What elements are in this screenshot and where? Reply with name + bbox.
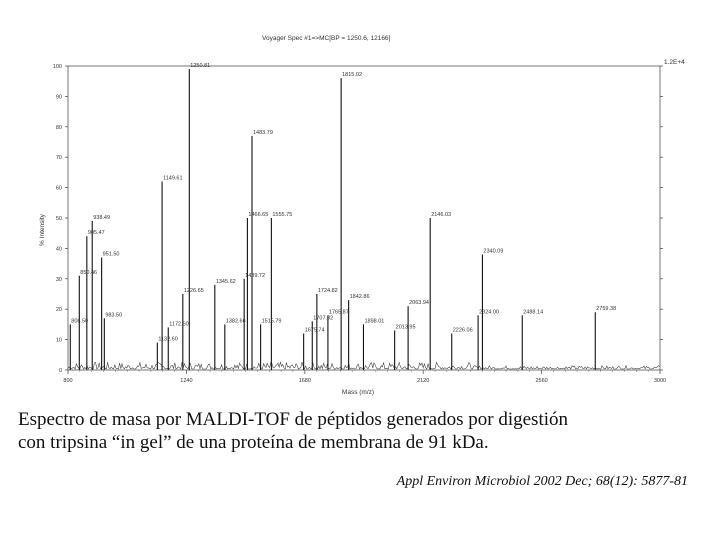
axes-group: 0 10 20 30 40 50 60 70 80 90 100 800 1240 1680 2120 256… [53,64,666,384]
peak-label: 2759.38 [596,306,616,312]
y-tick-label: 100 [53,64,62,70]
y-axis-label: % Intensity [39,213,46,246]
peak-label: 1466.65 [248,212,268,218]
peak-label: 850.46 [80,270,97,276]
x-tick-label: 3000 [654,378,666,384]
peak-label: 1515.79 [262,318,282,324]
figure-caption: Espectro de masa por MALDI-TOF de péptid… [18,408,708,454]
peak-label: 1489.72 [245,273,265,279]
mass-spectrum-chart: Voyager Spec #1=>MC[BP = 1250.6, 12166] … [39,35,685,396]
peak-label: 2226.06 [453,328,473,334]
peak-label: 1707.82 [313,315,333,321]
y-tick-label: 60 [56,186,62,192]
y-tick-label: 0 [59,368,62,374]
right-axis-label: 1.2E+4 [664,59,685,66]
y-tick-label: 40 [56,246,62,252]
peak-label: 1555.75 [272,212,292,218]
peak-label: 1898.01 [364,318,384,324]
peak-label: 2488.14 [523,309,543,315]
peak-label: 1815.02 [342,72,362,78]
peak-label: 2340.09 [483,248,503,254]
x-tick-label: 2560 [535,378,547,384]
spectrum-header: Voyager Spec #1=>MC[BP = 1250.6, 12166] [262,35,391,42]
peak-label: 983.50 [105,312,122,318]
peak-label: 938.49 [93,215,110,221]
peak-label: 1250.81 [190,63,210,69]
peak-label: 1132.60 [158,337,177,343]
peak-labels-group: 808.50 850.46 905.47 938.49 951.50 983.50 1149… [71,63,616,343]
caption-line-2: con tripsina “in gel” de una proteína de… [18,432,489,453]
peak-label: 808.50 [71,318,88,324]
y-tick-label: 20 [56,307,62,313]
peak-label: 905.47 [88,230,105,236]
peak-label: 1149.61 [163,176,182,182]
peak-label: 1765.87 [329,309,349,315]
peak-label: 1226.65 [184,288,204,294]
y-tick-label: 50 [56,216,62,222]
peak-label: 2324.00 [479,309,499,315]
peak-label: 951.50 [103,252,120,258]
peak-label: 1724.82 [318,288,338,294]
peak-label: 2013.95 [396,324,416,330]
y-tick-label: 10 [56,338,62,344]
x-tick-label: 1680 [299,378,311,384]
x-tick-label: 2120 [417,378,429,384]
x-tick-label: 800 [63,378,72,384]
y-tick-label: 70 [56,155,62,161]
peak-label: 1675.74 [305,328,325,334]
peak-label: 1345.62 [216,279,236,285]
y-tick-label: 90 [56,94,62,100]
y-tick-label: 30 [56,277,62,283]
y-tick-label: 80 [56,125,62,131]
peak-label: 1382.66 [226,318,246,324]
peak-label: 1483.79 [253,130,273,136]
x-axis-label: Mass (m/z) [342,389,374,396]
x-tick-label: 1240 [180,378,192,384]
peak-label: 2146.03 [431,212,451,218]
peak-label: 1172.60 [169,321,188,327]
caption-line-1: Espectro de masa por MALDI-TOF de péptid… [18,409,568,430]
peak-label: 2063.94 [409,300,429,306]
peaks-group [69,69,596,370]
citation: Appl Environ Microbiol 2002 Dec; 68(12):… [396,474,688,489]
peak-label: 1842.86 [350,294,370,300]
